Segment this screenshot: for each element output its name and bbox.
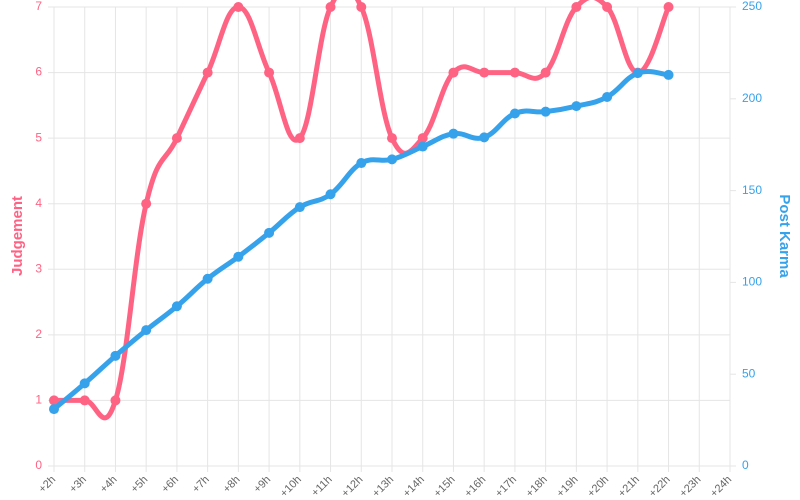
data-point [509, 67, 520, 78]
data-point [294, 133, 305, 144]
data-point [264, 67, 275, 78]
x-tick-label: +11h [309, 474, 334, 499]
x-tick-label: +9h [252, 474, 274, 496]
y-tick-label: 2 [35, 327, 42, 341]
x-tick-label: +21h [616, 474, 642, 500]
data-point [202, 273, 213, 284]
data-point [79, 378, 90, 389]
data-point [663, 69, 674, 80]
data-point [264, 227, 275, 238]
data-point [79, 395, 90, 406]
x-tick-label: +16h [462, 474, 488, 500]
y-tick-label: 7 [35, 0, 42, 13]
data-point [171, 301, 182, 312]
data-point [49, 395, 59, 406]
data-point [448, 128, 459, 139]
y2-tick-label: 50 [742, 366, 756, 380]
x-tick-label: +17h [493, 474, 519, 500]
y-tick-label: 4 [35, 196, 42, 210]
data-point [110, 395, 121, 406]
x-tick-label: +3h [67, 474, 89, 496]
data-point [356, 2, 367, 12]
data-point [602, 91, 613, 102]
x-tick-label: +15h [432, 474, 458, 500]
data-point [387, 133, 397, 144]
data-point [663, 2, 674, 12]
x-tick-label: +6h [159, 474, 181, 496]
x-tick-label: +14h [401, 474, 427, 500]
y2-tick-label: 250 [742, 0, 762, 13]
data-point [448, 67, 459, 78]
data-point [141, 198, 152, 209]
data-point [632, 68, 643, 79]
y-tick-label: 5 [35, 130, 42, 144]
x-tick-label: +18h [524, 474, 550, 500]
y-tick-label: 0 [35, 458, 42, 472]
x-tick-label: +22h [647, 474, 673, 500]
y-axis-title: Judgement [9, 196, 26, 276]
data-point [479, 67, 490, 78]
y2-tick-label: 100 [742, 275, 762, 289]
data-point [509, 108, 520, 119]
x-tick-label: +10h [278, 474, 304, 500]
data-point [233, 251, 244, 262]
y2-tick-label: 150 [742, 183, 762, 197]
y-tick-label: 3 [35, 261, 42, 275]
y2-tick-label: 200 [742, 91, 762, 105]
y2-tick-label: 0 [742, 458, 749, 472]
data-point [294, 202, 305, 213]
data-point [49, 404, 59, 415]
data-point [171, 133, 182, 144]
data-point [202, 67, 213, 78]
data-point [540, 106, 551, 117]
data-point [417, 141, 428, 152]
data-point [141, 325, 152, 336]
x-tick-label: +2h [36, 474, 58, 496]
x-tick-label: +4h [98, 474, 120, 496]
y2-axis-title: Post Karma [776, 194, 793, 278]
data-point [602, 2, 613, 12]
data-point [479, 132, 490, 143]
x-tick-label: +5h [129, 474, 151, 496]
data-point [325, 2, 336, 12]
data-point [233, 2, 244, 12]
x-tick-label: +24h [708, 474, 734, 500]
data-point [110, 350, 121, 361]
x-tick-label: +20h [585, 474, 611, 500]
data-point [325, 189, 336, 200]
x-tick-label: +19h [555, 474, 581, 500]
data-point [571, 101, 582, 112]
y-tick-label: 1 [35, 393, 42, 407]
x-tick-label: +7h [190, 474, 212, 496]
data-point [356, 158, 367, 169]
data-point [540, 67, 551, 78]
y-tick-label: 6 [35, 65, 42, 79]
x-tick-label: +8h [221, 474, 243, 496]
x-tick-label: +12h [339, 474, 365, 500]
data-point [387, 154, 397, 165]
data-point [417, 133, 428, 144]
data-point [571, 2, 582, 12]
x-tick-label: +13h [370, 474, 396, 500]
x-tick-label: +23h [677, 474, 703, 500]
